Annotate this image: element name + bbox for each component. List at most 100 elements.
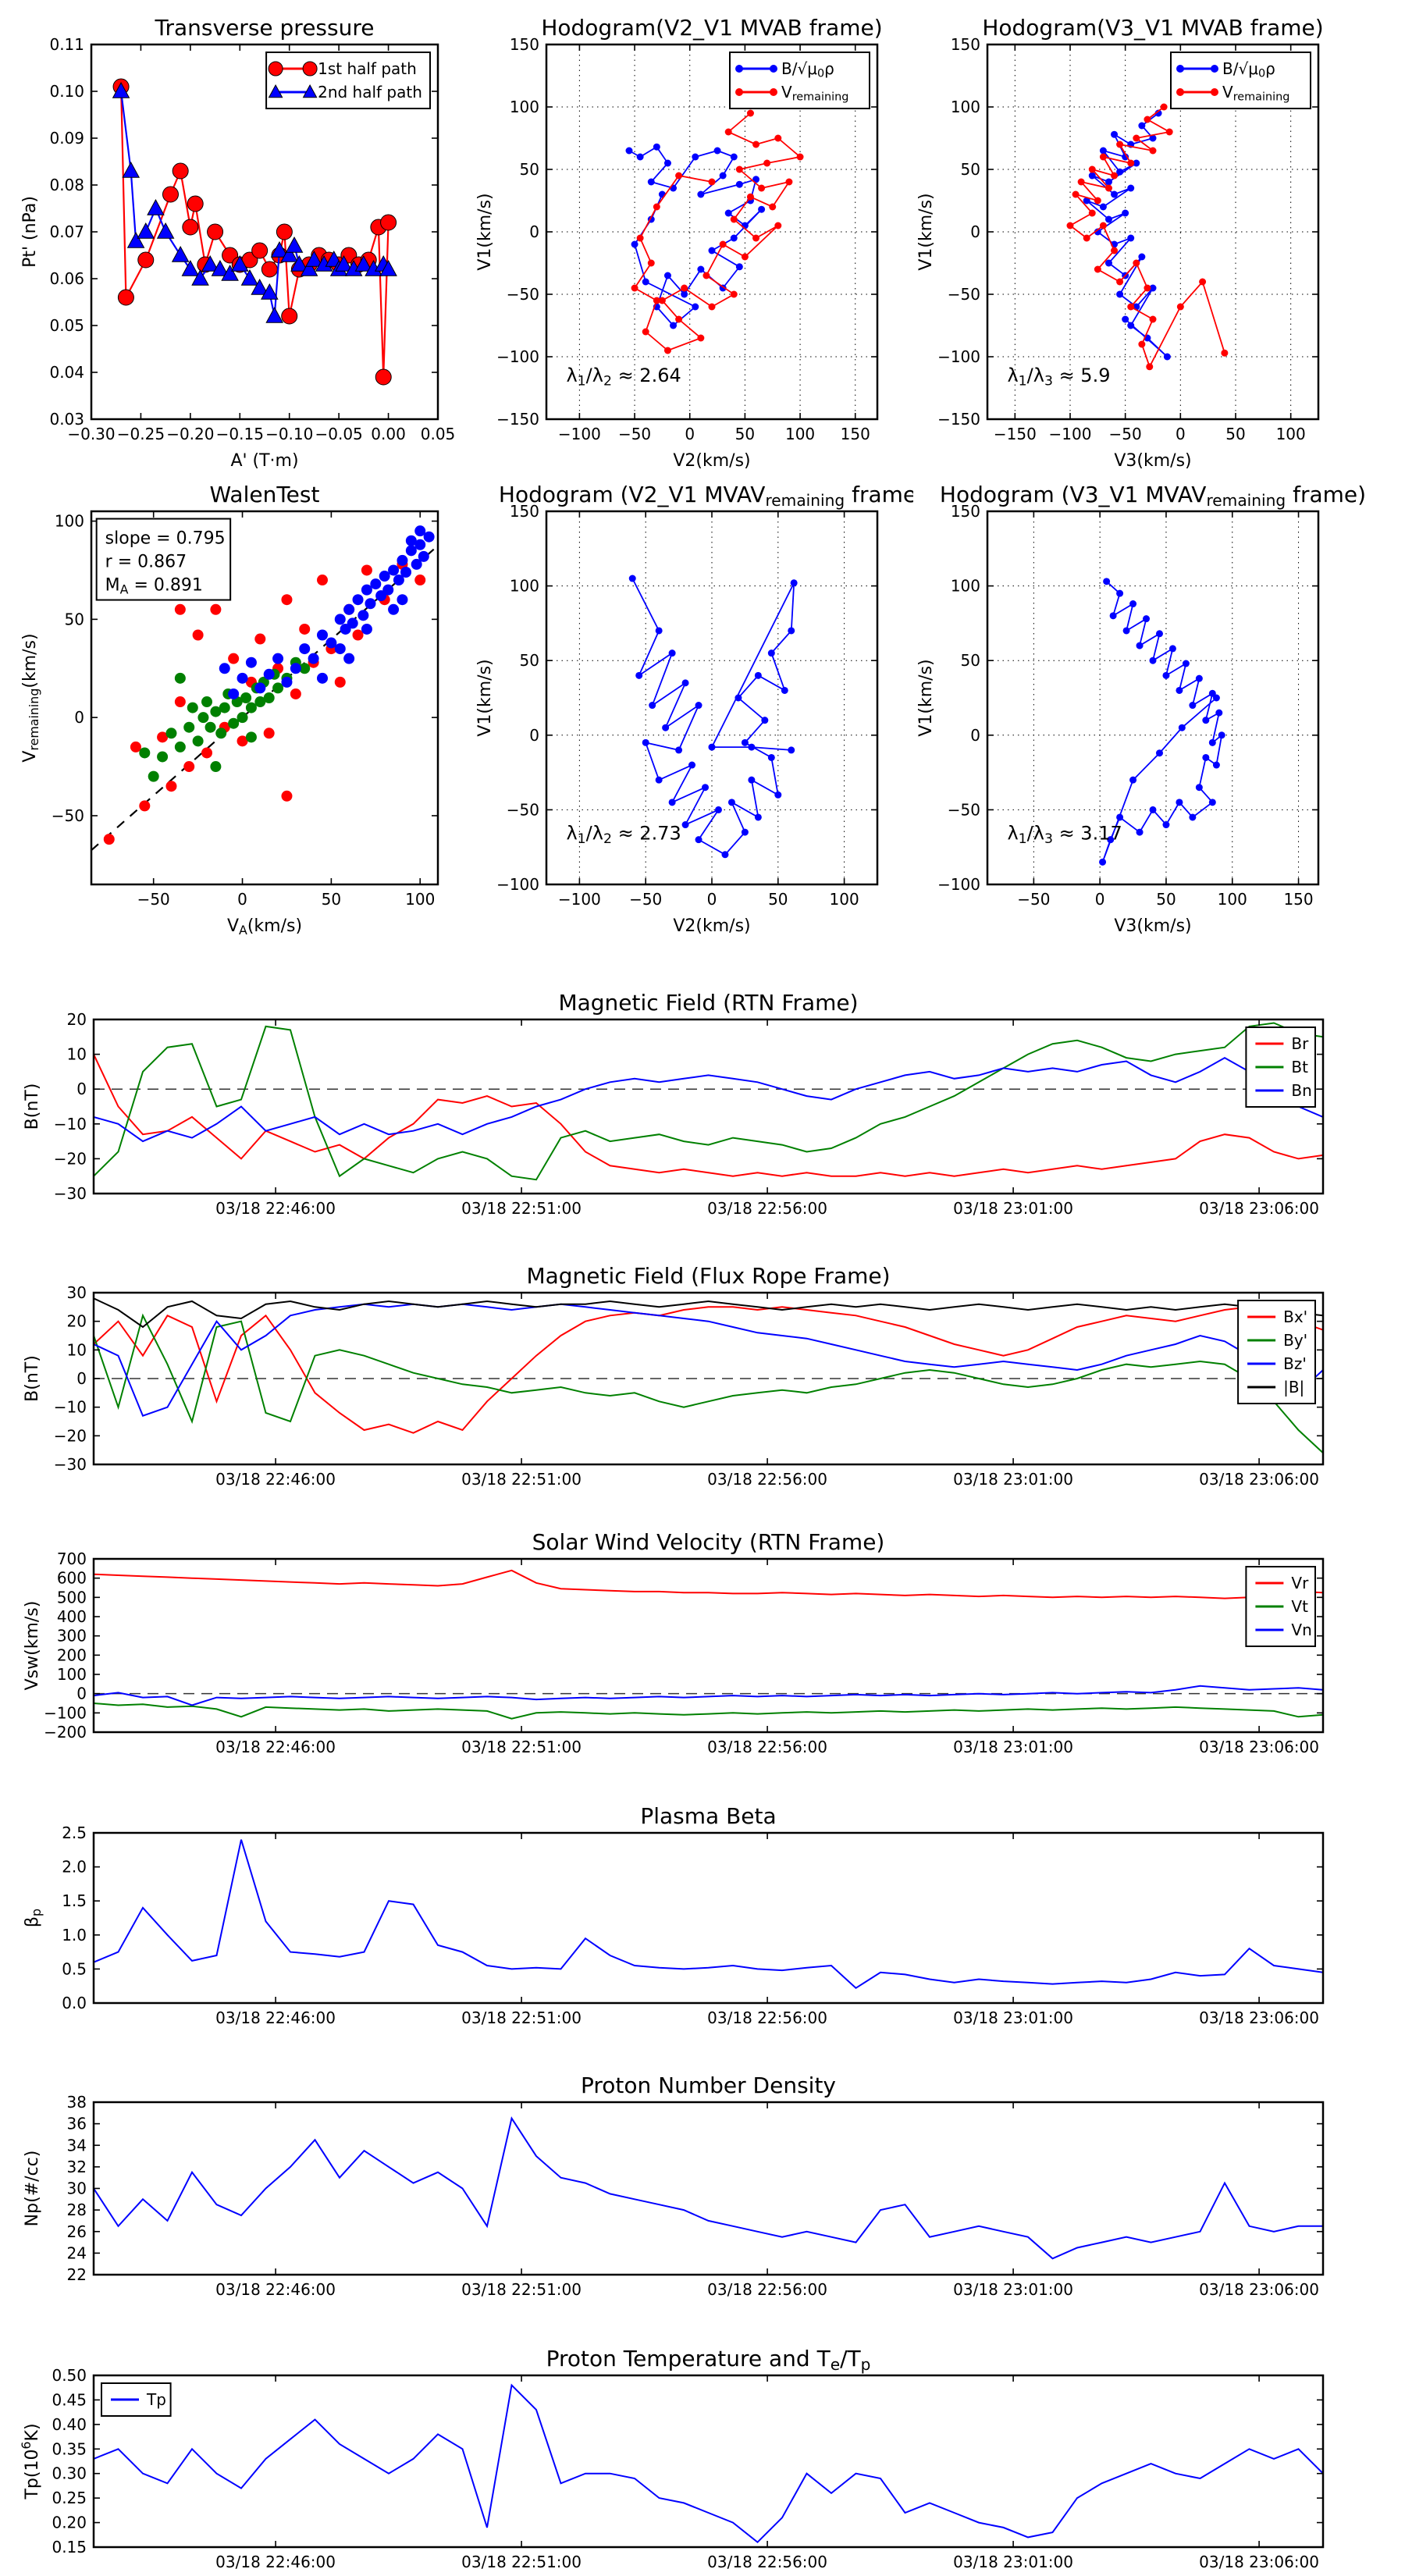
bt-line bbox=[94, 1022, 1323, 1181]
legend-label: Vn bbox=[1291, 1621, 1311, 1639]
axes-frame bbox=[90, 510, 439, 886]
y-axis-label: V1(km/s) bbox=[917, 193, 936, 270]
legend-label: Bn bbox=[1291, 1081, 1311, 1100]
y-tick-label: 100 bbox=[510, 577, 539, 596]
y-tick-label: 150 bbox=[951, 35, 980, 54]
legend: B/√μ0ρ Vremaining bbox=[1170, 52, 1311, 109]
y-tick-label: 22 bbox=[67, 2265, 87, 2284]
plasma-beta-plot: 03/18 22:46:00 03/18 22:51:00 03/18 22:56:… bbox=[23, 1803, 1325, 2027]
x-tick-label: 03/18 22:46:00 bbox=[215, 2280, 336, 2299]
walen-test-plot: −50 0 50 100 −50 0 50 100 WalenTest VA(km/s) Vrema… bbox=[20, 482, 439, 938]
magnetic-field-rtn-plot: 03/18 22:46:00 03/18 22:51:00 03/18 22:56:… bbox=[23, 990, 1325, 1218]
legend-label: B/√μ0ρ bbox=[1222, 59, 1275, 80]
x-tick-label: 100 bbox=[405, 890, 435, 909]
x-tick-label: 0 bbox=[707, 890, 717, 909]
chart-walen-test: −50 0 50 100 −50 0 50 100 WalenTest VA(km/s) Vrema… bbox=[0, 468, 476, 1015]
legend-label: 2nd half path bbox=[318, 83, 422, 101]
axes-frame bbox=[92, 1018, 1325, 1195]
x-tick-label: 03/18 22:56:00 bbox=[707, 2280, 827, 2299]
x-tick-label: −150 bbox=[994, 425, 1037, 443]
chart-title: Plasma Beta bbox=[640, 1803, 776, 1829]
y-axis-label: βp bbox=[23, 1909, 44, 1927]
x-tick-label: 03/18 22:56:00 bbox=[707, 1199, 827, 1218]
x-tick-label: −0.15 bbox=[216, 425, 264, 443]
hodogram-v2v1-mvav-series bbox=[628, 575, 798, 859]
x-tick-label: −50 bbox=[629, 890, 662, 909]
y-tick-label: −100 bbox=[496, 347, 539, 366]
x-tick-label: 100 bbox=[830, 890, 859, 909]
x-tick-label: −50 bbox=[1109, 425, 1142, 443]
legend-label: 1st half path bbox=[318, 59, 417, 78]
y-tick-label: 150 bbox=[951, 502, 980, 521]
y-tick-label: 0.15 bbox=[52, 2538, 87, 2556]
y-tick-label: −50 bbox=[52, 806, 84, 825]
y-tick-label: −50 bbox=[507, 800, 539, 819]
solar-wind-velocity-plot: 03/18 22:46:00 03/18 22:51:00 03/18 22:56:… bbox=[23, 1529, 1325, 1756]
y-tick-label: 2.5 bbox=[62, 1823, 87, 1842]
x-axis-label: V3(km/s) bbox=[1114, 916, 1191, 936]
x-axis-label: V3(km/s) bbox=[1114, 451, 1191, 471]
y-tick-label: 36 bbox=[67, 2115, 87, 2133]
y-axis-label: V1(km/s) bbox=[917, 659, 936, 736]
chart-title: Proton Number Density bbox=[581, 2073, 836, 2098]
chart-hodogram-v3v1-mvav: −50 0 50 100 150 −100 −50 0 50 100 150 Hodogram (V3… bbox=[917, 468, 1405, 1015]
legend-label: Br bbox=[1291, 1034, 1309, 1053]
x-tick-label: 03/18 22:51:00 bbox=[461, 2553, 582, 2571]
y-tick-label: −150 bbox=[496, 410, 539, 429]
x-tick-label: 50 bbox=[1156, 890, 1176, 909]
y-tick-label: −20 bbox=[54, 1426, 87, 1445]
y-tick-label: 0.09 bbox=[49, 129, 84, 148]
x-tick-label: 03/18 23:01:00 bbox=[953, 1470, 1073, 1489]
x-tick-label: 150 bbox=[1283, 890, 1313, 909]
y-tick-label: 20 bbox=[67, 1312, 87, 1331]
x-tick-label: 03/18 22:46:00 bbox=[215, 1199, 336, 1218]
y-tick-label: 20 bbox=[67, 1010, 87, 1029]
x-tick-label: −100 bbox=[558, 425, 601, 443]
b-hodogram bbox=[628, 145, 763, 327]
legend: Tp bbox=[101, 2382, 172, 2417]
y-tick-label: 0 bbox=[76, 1685, 87, 1703]
legend: B/√μ0ρ Vremaining bbox=[729, 52, 870, 109]
y-tick-label: 0 bbox=[529, 222, 539, 241]
hodogram-v3v1-mvav-series bbox=[1099, 578, 1225, 866]
y-tick-label: 0.20 bbox=[52, 2514, 87, 2532]
y-tick-label: 0 bbox=[970, 726, 980, 745]
y-tick-label: 50 bbox=[65, 610, 84, 628]
annotation: λ1/λ2 ≈ 2.73 bbox=[566, 823, 681, 847]
chart-hodogram-v2v1-mvab: −100 −50 0 50 100 150 −150 −100 −50 0 50 100 150 Hodo… bbox=[476, 0, 913, 480]
x-tick-label: 03/18 22:46:00 bbox=[215, 2553, 336, 2571]
x-tick-label: −50 bbox=[618, 425, 651, 443]
chart-solar-wind-velocity: 03/18 22:46:00 03/18 22:51:00 03/18 22:56:… bbox=[0, 1507, 1405, 1777]
y-tick-label: 0.40 bbox=[52, 2415, 87, 2434]
y-tick-label: −50 bbox=[948, 285, 980, 304]
y-tick-label: 0 bbox=[76, 1080, 87, 1098]
y-tick-label: 600 bbox=[57, 1569, 87, 1588]
y-axis-label: Np(#/cc) bbox=[23, 2151, 42, 2227]
chart-title: Magnetic Field (Flux Rope Frame) bbox=[526, 1263, 890, 1289]
y-tick-label: 26 bbox=[67, 2222, 87, 2241]
y-tick-label: 0.05 bbox=[49, 316, 84, 335]
y-tick-label: −150 bbox=[937, 410, 980, 429]
y-tick-label: 0.03 bbox=[49, 410, 84, 429]
solar-wind-velocity-series bbox=[94, 1569, 1323, 1720]
y-tick-label: 1.5 bbox=[62, 1891, 87, 1910]
y-tick-label: 24 bbox=[67, 2243, 87, 2262]
legend-label: Vt bbox=[1291, 1597, 1308, 1616]
x-tick-label: 03/18 23:06:00 bbox=[1199, 2280, 1319, 2299]
magnetic-field-flux-rope-plot: 03/18 22:46:00 03/18 22:51:00 03/18 22:56:… bbox=[23, 1263, 1325, 1489]
proton-number-density-series bbox=[94, 2116, 1323, 2260]
x-tick-label: 03/18 23:06:00 bbox=[1199, 2553, 1319, 2571]
x-tick-label: −100 bbox=[1049, 425, 1092, 443]
axes-frame bbox=[92, 1557, 1325, 1734]
chart-hodogram-v3v1-mvab: −150 −100 −50 0 50 100 −150 −100 −50 0 50 100 150 Hod… bbox=[917, 0, 1405, 480]
y-tick-label: −30 bbox=[54, 1455, 87, 1474]
x-tick-label: 0.05 bbox=[421, 425, 456, 443]
hodogram-v3v1-mvab-series bbox=[1066, 103, 1229, 371]
y-tick-label: 38 bbox=[67, 2093, 87, 2112]
bx-prime-line bbox=[94, 1306, 1323, 1434]
bz-prime-line bbox=[94, 1303, 1323, 1417]
stats-box bbox=[95, 518, 232, 601]
x-tick-label: 03/18 22:46:00 bbox=[215, 1470, 336, 1489]
legend-label: Vr bbox=[1291, 1574, 1309, 1592]
y-tick-label: 0 bbox=[529, 726, 539, 745]
